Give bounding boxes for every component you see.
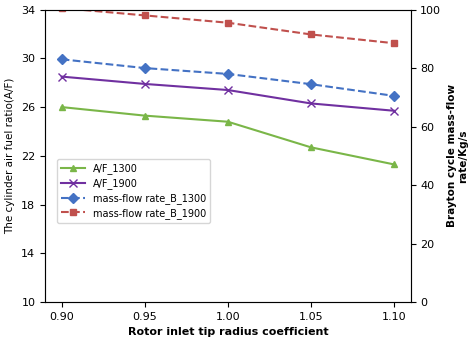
A/F_1900 xyxy=(142,82,147,86)
A/F_1300 xyxy=(225,120,231,124)
A/F_1900 xyxy=(59,74,64,79)
mass-flow rate_B_1900 xyxy=(308,32,314,36)
A/F_1900 xyxy=(225,88,231,92)
Y-axis label: The cylinder air fuel ratio(A/F): The cylinder air fuel ratio(A/F) xyxy=(6,78,16,234)
mass-flow rate_B_1300 xyxy=(142,66,147,70)
mass-flow rate_B_1300 xyxy=(59,57,64,61)
mass-flow rate_B_1900 xyxy=(225,21,231,25)
mass-flow rate_B_1300 xyxy=(391,94,397,98)
mass-flow rate_B_1300 xyxy=(225,72,231,76)
mass-flow rate_B_1900 xyxy=(59,6,64,10)
Line: mass-flow rate_B_1300: mass-flow rate_B_1300 xyxy=(58,56,397,99)
A/F_1900 xyxy=(308,102,314,106)
A/F_1300 xyxy=(59,105,64,109)
Line: mass-flow rate_B_1900: mass-flow rate_B_1900 xyxy=(58,4,397,47)
A/F_1300 xyxy=(391,162,397,166)
mass-flow rate_B_1900 xyxy=(142,13,147,17)
mass-flow rate_B_1900 xyxy=(391,41,397,45)
Line: A/F_1900: A/F_1900 xyxy=(57,72,398,115)
mass-flow rate_B_1300 xyxy=(308,82,314,86)
Line: A/F_1300: A/F_1300 xyxy=(58,104,397,168)
A/F_1300 xyxy=(308,145,314,150)
Y-axis label: Brayton cycle mass-flow
rate/Kg/s: Brayton cycle mass-flow rate/Kg/s xyxy=(447,84,468,227)
A/F_1900 xyxy=(391,109,397,113)
A/F_1300 xyxy=(142,114,147,118)
Legend: A/F_1300, A/F_1900, mass-flow rate_B_1300, mass-flow rate_B_1900: A/F_1300, A/F_1900, mass-flow rate_B_130… xyxy=(57,159,210,223)
X-axis label: Rotor inlet tip radius coefficient: Rotor inlet tip radius coefficient xyxy=(128,328,328,338)
